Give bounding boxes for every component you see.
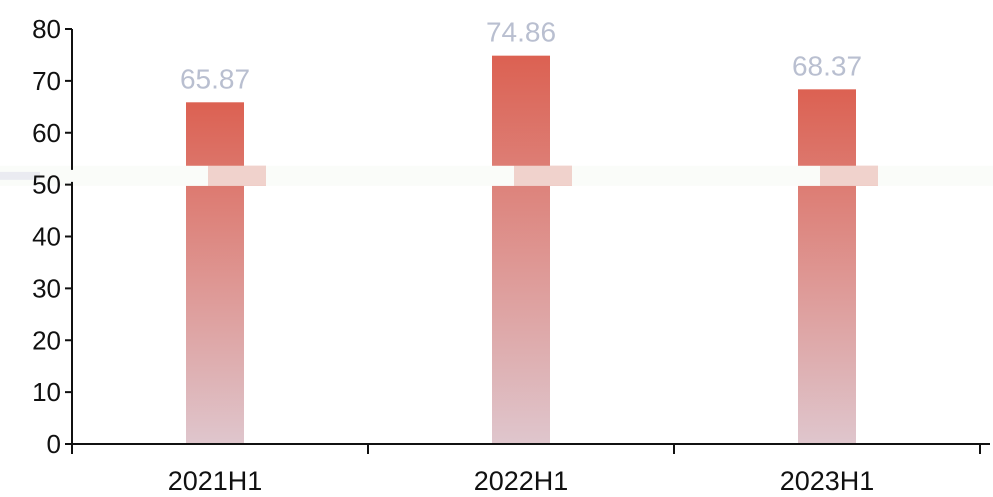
y-tick-label: 20 bbox=[32, 325, 61, 355]
axes-group bbox=[0, 28, 993, 454]
data-label: 65.87 bbox=[180, 63, 250, 94]
x-tick-label: 2022H1 bbox=[474, 466, 569, 496]
bars-group bbox=[184, 55, 878, 444]
y-tick-label: 30 bbox=[32, 273, 61, 303]
y-tick-label: 0 bbox=[47, 429, 61, 459]
labels-group: 0 10 20 30 40 50 60 70 80 2021H1 2022H1 2023H1 65.87… bbox=[32, 14, 874, 496]
y-tick-label: 60 bbox=[32, 118, 61, 148]
axis-break-marker bbox=[0, 171, 40, 180]
axis-break-band bbox=[0, 165, 993, 186]
x-tick-label: 2021H1 bbox=[168, 466, 263, 496]
y-tick-label: 50 bbox=[32, 170, 61, 200]
bar-2023H1 bbox=[798, 89, 856, 444]
bar-2022H1 bbox=[492, 55, 550, 444]
data-label: 68.37 bbox=[792, 50, 862, 81]
x-tick-label: 2023H1 bbox=[780, 466, 875, 496]
y-tick-label: 70 bbox=[32, 66, 61, 96]
y-tick-label: 80 bbox=[32, 14, 61, 44]
data-label: 74.86 bbox=[486, 17, 556, 48]
y-tick-label: 40 bbox=[32, 222, 61, 252]
bar-2021H1 bbox=[186, 102, 244, 444]
y-tick-label: 10 bbox=[32, 377, 61, 407]
